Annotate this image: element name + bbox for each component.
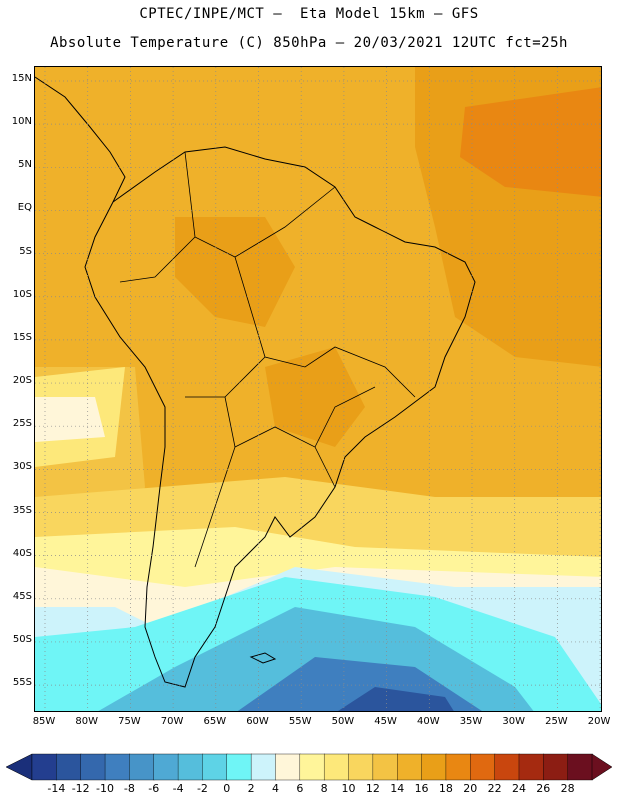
lat-label-25S: 25S: [12, 418, 32, 430]
colorbar-swatch: [421, 753, 447, 781]
lon-label-75W: 75W: [118, 716, 141, 727]
lat-label-55S: 55S: [12, 677, 32, 689]
colorbar-label: -8: [123, 782, 135, 795]
colorbar-label: 6: [296, 782, 304, 795]
colorbar-swatch: [80, 753, 106, 781]
colorbar-over-triangle: [591, 753, 613, 781]
colorbar-label: 8: [320, 782, 328, 795]
lon-label-85W: 85W: [32, 716, 56, 727]
colorbar-label: -12: [71, 782, 90, 795]
colorbar-under-triangle: [5, 753, 33, 781]
colorbar-label: 28: [560, 782, 575, 795]
lon-label-20W: 20W: [587, 716, 611, 727]
colorbar-label: 14: [390, 782, 405, 795]
colorbar-label: 18: [438, 782, 453, 795]
colorbar-swatch: [543, 753, 569, 781]
lon-label-70W: 70W: [160, 716, 184, 727]
colorbar-label: 4: [271, 782, 279, 795]
lat-label-10S: 10S: [12, 288, 32, 300]
colorbar-swatch: [31, 753, 58, 781]
lon-label-40W: 40W: [416, 716, 440, 727]
colorbar-swatch: [470, 753, 496, 781]
colorbar-swatch: [518, 753, 545, 781]
field-amazon-warm: [175, 217, 295, 327]
colorbar-label: 20: [463, 782, 478, 795]
colorbar-swatch: [323, 753, 350, 781]
lat-label-15S: 15S: [12, 331, 32, 343]
colorbar-swatch: [129, 753, 155, 781]
colorbar-swatch: [445, 753, 471, 781]
colorbar-swatch: [250, 753, 277, 781]
lon-label-60W: 60W: [246, 716, 269, 727]
lat-label-40S: 40S: [12, 547, 32, 559]
lat-label-15N: 15N: [11, 73, 32, 84]
colorbar-label: -6: [148, 782, 160, 795]
lat-label-45S: 45S: [12, 590, 32, 602]
colorbar-swatch: [275, 753, 301, 781]
falkland-islands-outline: [249, 652, 277, 664]
map-title-line2: Absolute Temperature (C) 850hPa – 20/03/…: [50, 35, 568, 51]
country-borders: [119, 151, 416, 568]
colorbar-label: 24: [511, 782, 526, 795]
lat-label-5S: 5S: [19, 245, 32, 257]
lon-label-55W: 55W: [288, 716, 312, 727]
colorbar-swatch: [372, 753, 398, 781]
lon-label-65W: 65W: [203, 716, 227, 727]
colorbar-label: 12: [365, 782, 380, 795]
temperature-field: [35, 67, 601, 711]
lat-label-10N: 10N: [11, 116, 32, 128]
map-title-line1: CPTEC/INPE/MCT – Eta Model 15km – GFS: [139, 6, 479, 22]
colorbar-label: 22: [487, 782, 502, 795]
lon-label-50W: 50W: [331, 716, 355, 727]
colorbar-swatch: [494, 753, 520, 781]
colorbar-label: -4: [172, 782, 184, 795]
colorbar-label: -2: [196, 782, 208, 795]
colorbar-swatch: [202, 753, 228, 781]
field-hot-atlantic: [460, 87, 601, 197]
colorbar-swatch: [153, 753, 179, 781]
graticule: [35, 67, 601, 711]
colorbar-swatch: [56, 753, 82, 781]
lon-label-25W: 25W: [545, 716, 568, 727]
lon-label-30W: 30W: [502, 716, 525, 727]
colorbar-swatch: [299, 753, 325, 781]
lat-label-50S: 50S: [12, 633, 32, 645]
colorbar-label: 16: [414, 782, 429, 795]
colorbar-label: 10: [341, 782, 356, 795]
colorbar-swatch: [177, 753, 204, 781]
colorbar-swatch: [397, 753, 423, 781]
colorbar-label: 0: [223, 782, 231, 795]
lat-label-5N: 5N: [18, 159, 32, 171]
colorbar-label: 2: [247, 782, 255, 795]
field-pacific-pale: [35, 397, 105, 442]
lat-label-EQ: EQ: [17, 202, 32, 214]
colorbar-swatch: [226, 753, 252, 781]
colorbar-label: -14: [47, 782, 66, 795]
lon-label-80W: 80W: [75, 716, 98, 727]
colorbar-swatch: [104, 753, 131, 781]
central-america-outline: [35, 76, 126, 203]
colorbar-swatch: [348, 753, 374, 781]
colorbar: [5, 753, 613, 781]
colorbar-swatch: [567, 753, 593, 781]
field-south-deep-cold: [338, 687, 454, 711]
colorbar-label: -10: [96, 782, 115, 795]
lon-label-35W: 35W: [459, 716, 483, 727]
lat-label-30S: 30S: [12, 461, 32, 473]
south-america-outline: [84, 146, 476, 688]
temperature-map: [34, 66, 602, 712]
lat-label-35S: 35S: [12, 504, 32, 516]
lon-label-45W: 45W: [374, 716, 397, 727]
field-central-warm: [265, 347, 365, 447]
colorbar-label: 26: [536, 782, 551, 795]
lat-label-20S: 20S: [12, 375, 32, 387]
